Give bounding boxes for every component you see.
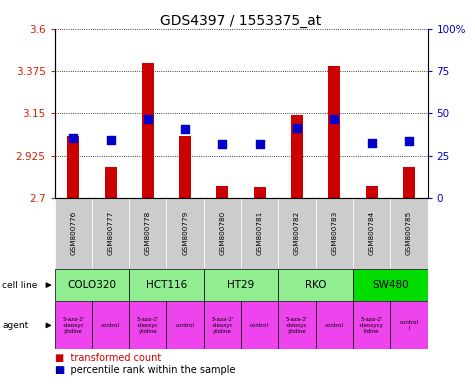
Bar	[366, 187, 378, 198]
Bar	[67, 136, 79, 198]
Bar	[142, 63, 154, 198]
Text: 5-aza-2'
-deoxyc
ytidine: 5-aza-2' -deoxyc ytidine	[62, 317, 85, 334]
Bar	[129, 198, 166, 269]
Text: control: control	[250, 323, 269, 328]
Point	[293, 125, 301, 131]
Text: control: control	[101, 323, 120, 328]
Bar	[390, 301, 428, 349]
Point	[69, 135, 77, 141]
Bar	[353, 269, 428, 301]
Bar	[92, 301, 129, 349]
Bar	[129, 301, 166, 349]
Bar	[353, 301, 390, 349]
Text: COLO320: COLO320	[67, 280, 116, 290]
Bar	[204, 269, 278, 301]
Text: 5-aza-2'
-deoxycy
tidine: 5-aza-2' -deoxycy tidine	[359, 317, 384, 334]
Bar	[278, 301, 316, 349]
Bar	[278, 198, 316, 269]
Text: 5-aza-2'
-deoxyc
ytidine: 5-aza-2' -deoxyc ytidine	[137, 317, 159, 334]
Bar	[204, 198, 241, 269]
Text: ■  transformed count: ■ transformed count	[55, 353, 161, 362]
Point	[405, 137, 413, 144]
Point	[331, 116, 338, 122]
Text: GSM800778: GSM800778	[145, 211, 151, 255]
Text: GSM800777: GSM800777	[107, 211, 114, 255]
Bar	[403, 167, 415, 198]
Text: ■: ■	[55, 365, 64, 375]
Bar	[55, 269, 129, 301]
Bar	[278, 269, 353, 301]
Title: GDS4397 / 1553375_at: GDS4397 / 1553375_at	[161, 14, 322, 28]
Bar	[241, 198, 278, 269]
Bar	[254, 187, 266, 198]
Point	[218, 141, 226, 147]
Text: GSM800782: GSM800782	[294, 211, 300, 255]
Bar	[315, 198, 353, 269]
Point	[144, 116, 152, 122]
Text: cell line: cell line	[2, 281, 38, 290]
Point	[181, 126, 189, 132]
Text: SW480: SW480	[372, 280, 408, 290]
Text: GSM800776: GSM800776	[70, 211, 76, 255]
Text: GSM800781: GSM800781	[256, 211, 263, 255]
Bar	[104, 167, 116, 198]
Text: 5-aza-2'
-deoxyc
ytidine: 5-aza-2' -deoxyc ytidine	[211, 317, 234, 334]
Bar	[167, 198, 204, 269]
Text: HCT116: HCT116	[146, 280, 187, 290]
Text: HT29: HT29	[228, 280, 255, 290]
Text: RKO: RKO	[305, 280, 326, 290]
Text: GSM800783: GSM800783	[331, 211, 337, 255]
Text: GSM800785: GSM800785	[406, 211, 412, 255]
Point	[368, 140, 375, 146]
Bar	[129, 269, 204, 301]
Bar	[353, 198, 390, 269]
Bar	[204, 301, 241, 349]
Bar	[241, 301, 278, 349]
Text: agent: agent	[2, 321, 28, 330]
Text: control: control	[176, 323, 195, 328]
Text: ■  percentile rank within the sample: ■ percentile rank within the sample	[55, 365, 235, 375]
Point	[256, 141, 264, 147]
Text: GSM800779: GSM800779	[182, 211, 188, 255]
Text: control
l: control l	[399, 320, 418, 331]
Point	[107, 136, 114, 142]
Text: 5-aza-2'
-deoxyc
ytidine: 5-aza-2' -deoxyc ytidine	[286, 317, 308, 334]
Bar	[55, 301, 92, 349]
Bar	[217, 187, 228, 198]
Text: GSM800780: GSM800780	[219, 211, 226, 255]
Bar	[390, 198, 428, 269]
Bar	[167, 301, 204, 349]
Bar	[291, 115, 303, 198]
Bar	[315, 301, 353, 349]
Bar	[328, 66, 340, 198]
Bar	[179, 136, 191, 198]
Text: control: control	[325, 323, 344, 328]
Text: GSM800784: GSM800784	[369, 211, 375, 255]
Bar	[55, 198, 92, 269]
Bar	[92, 198, 129, 269]
